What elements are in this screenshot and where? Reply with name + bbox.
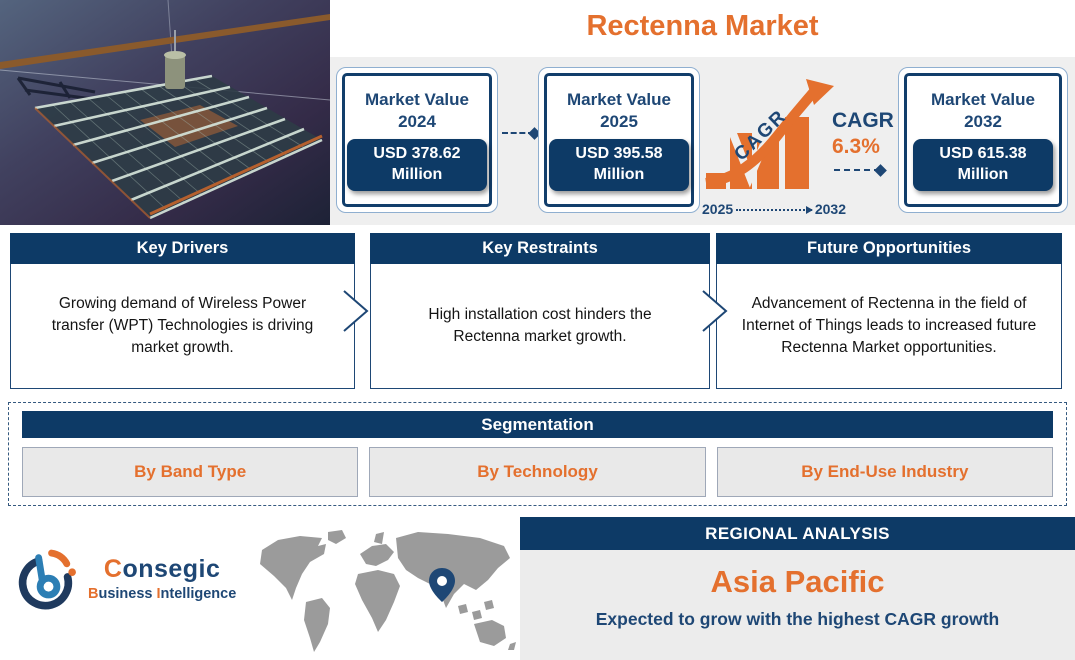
market-value-amount: USD 615.38 Million	[913, 138, 1053, 191]
future-opportunities-box: Future Opportunities Advancement of Rect…	[716, 233, 1062, 389]
regional-subtitle: Expected to grow with the highest CAGR g…	[595, 609, 1000, 629]
regional-analysis-title: REGIONAL ANALYSIS	[520, 517, 1075, 550]
consegic-logo: Consegic Business Intelligence	[15, 540, 236, 618]
cagr-label: CAGR	[832, 109, 894, 132]
segmentation-section: Segmentation By Band Type By Technology …	[8, 402, 1067, 506]
key-restraints-title: Key Restraints	[370, 233, 710, 264]
arrowhead	[806, 79, 834, 105]
consegic-logo-icon	[18, 549, 76, 610]
regional-region: Asia Pacific	[710, 564, 885, 599]
logo-subtitle: Business Intelligence	[88, 585, 237, 602]
rectenna-photo	[0, 0, 330, 225]
key-drivers-text: Growing demand of Wireless Power transfe…	[51, 295, 314, 356]
segmentation-items: By Band Type By Technology By End-Use In…	[22, 447, 1053, 497]
logo-wordmark: Consegic Business Intelligence	[88, 556, 236, 602]
segment-by-technology: By Technology	[369, 447, 706, 497]
world-map	[260, 530, 516, 652]
cagr-value-block: CAGR 6.3%	[832, 109, 896, 159]
key-drivers-title: Key Drivers	[10, 233, 355, 264]
platform-rails	[34, 74, 323, 220]
flow-chevron-icon	[702, 290, 728, 332]
segment-by-end-use-industry: By End-Use Industry	[716, 447, 1053, 497]
key-restraints-text: High installation cost hinders the Recte…	[428, 306, 652, 345]
connector-arrow	[502, 132, 534, 134]
market-values-strip: Market Value 2024 USD 378.62 Million Mar…	[330, 57, 1075, 225]
market-value-card-2024: Market Value 2024 USD 378.62 Million	[336, 67, 498, 213]
market-value-label: Market Value 2024	[365, 90, 469, 131]
page-title: Rectenna Market	[586, 10, 819, 42]
location-pin-icon	[429, 568, 455, 602]
end-year: 2032	[814, 201, 846, 217]
cagr-year-range: 2025 2032	[702, 201, 846, 217]
cagr-value: 6.3%	[832, 135, 880, 158]
future-opportunities-text: Advancement of Rectenna in the field of …	[741, 295, 1037, 356]
future-opportunities-title: Future Opportunities	[716, 233, 1062, 264]
market-value-amount: USD 395.58 Million	[549, 138, 689, 191]
regional-analysis-panel: Asia Pacific Expected to grow with the h…	[520, 550, 1075, 660]
start-year: 2025	[702, 201, 734, 217]
market-value-card-2025: Market Value 2025 USD 395.58 Million	[538, 67, 700, 213]
market-value-label: Market Value 2025	[567, 90, 671, 131]
logo-name: Consegic	[103, 555, 221, 584]
market-value-label: Market Value 2032	[931, 90, 1035, 131]
segmentation-title: Segmentation	[22, 411, 1053, 438]
key-restraints-box: Key Restraints High installation cost hi…	[370, 233, 710, 389]
connector-arrow	[834, 169, 880, 171]
cagr-growth-chart: CAGR	[705, 79, 834, 189]
market-value-amount: USD 378.62 Million	[347, 138, 487, 191]
key-drivers-box: Key Drivers Growing demand of Wireless P…	[10, 233, 355, 389]
flow-chevron-icon	[343, 290, 369, 332]
segment-by-band-type: By Band Type	[22, 447, 359, 497]
market-value-card-2032: Market Value 2032 USD 615.38 Million	[898, 67, 1068, 213]
year-arrow-line	[736, 206, 813, 214]
